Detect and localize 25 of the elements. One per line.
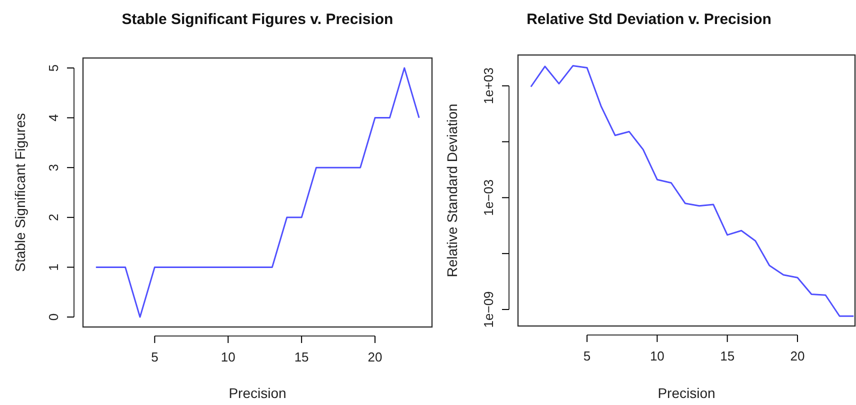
y-tick-label: 5 [46, 64, 61, 72]
y-tick-label: 1e−09 [481, 291, 496, 328]
x-tick-label: 5 [151, 350, 158, 365]
y-tick-label: 2 [46, 214, 61, 222]
y-tick-label: 4 [46, 114, 61, 122]
y-tick-label: 1 [46, 264, 61, 271]
x-tick-label: 10 [220, 350, 236, 365]
x-tick-label: 15 [294, 350, 309, 365]
x-tick-label: 20 [368, 350, 382, 365]
x-tick-label: 10 [650, 348, 664, 364]
y-tick-label: 1e+03 [481, 68, 496, 104]
y-axis-title: Relative Standard Deviation [444, 104, 460, 278]
chart-title: Relative Std Deviation v. Precision [526, 11, 772, 28]
x-axis-title: Precision [658, 385, 716, 401]
y-tick-label: 3 [46, 164, 61, 172]
line-series [95, 67, 420, 318]
x-tick-label: 15 [720, 348, 735, 364]
x-axis-title: Precision [228, 385, 286, 401]
y-axis-title: Stable Significant Figures [12, 113, 28, 272]
x-tick-label: 20 [790, 348, 805, 364]
x-tick-label: 5 [583, 348, 591, 364]
y-tick-label: 0 [46, 313, 61, 321]
chart-title: Stable Significant Figures v. Precision [122, 11, 394, 28]
line-series [530, 64, 854, 317]
y-tick-label: 1e−03 [481, 179, 496, 216]
